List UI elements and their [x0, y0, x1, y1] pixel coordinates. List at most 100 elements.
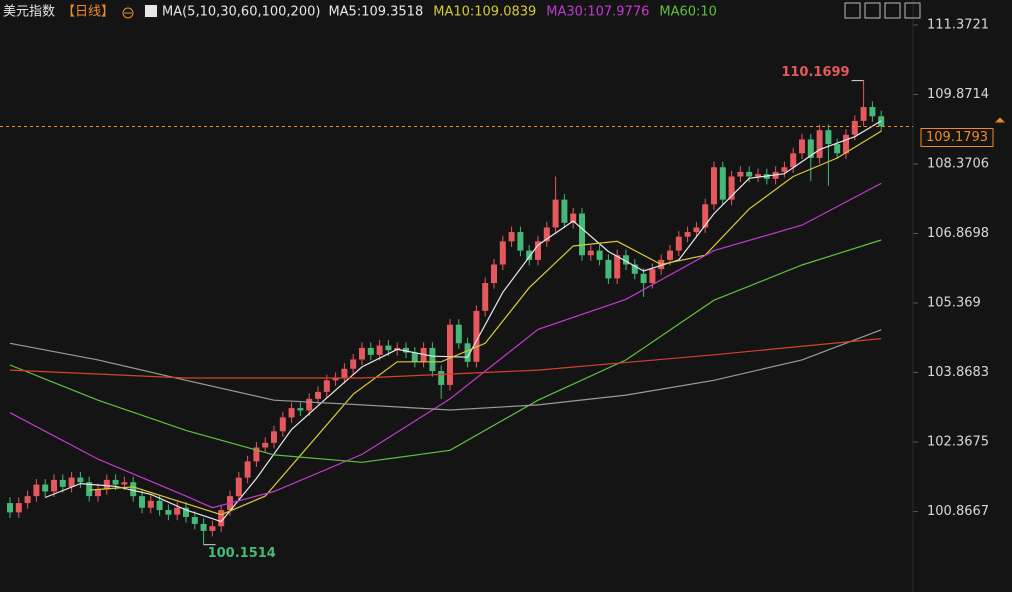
- candle-body: [33, 484, 40, 497]
- candle-body: [244, 461, 251, 478]
- tool-button[interactable]: [904, 2, 921, 19]
- ma-line: [89, 130, 882, 516]
- candle-body: [473, 310, 480, 362]
- high-label: 110.1699: [781, 65, 849, 80]
- y-tick-label: 109.8714: [927, 87, 989, 102]
- candle-body: [42, 484, 49, 492]
- candle-body: [631, 264, 638, 274]
- candle-body: [68, 477, 75, 487]
- candle-body: [7, 503, 13, 513]
- candle-body: [24, 496, 31, 504]
- candle-body: [271, 431, 277, 443]
- candle-body: [605, 259, 612, 279]
- candle-body: [851, 120, 858, 135]
- candle-body: [667, 250, 673, 260]
- candle-body: [737, 171, 744, 177]
- candle-body: [174, 507, 181, 515]
- tool-button[interactable]: [844, 2, 861, 19]
- y-tick-label: 108.3706: [927, 156, 989, 171]
- candle-body: [376, 345, 383, 355]
- tool-button[interactable]: [884, 2, 901, 19]
- candle-body: [438, 371, 445, 385]
- header: 美元指数 【日线】 MA(5,10,30,60,100,200): [3, 5, 320, 20]
- ma-line: [9, 338, 882, 379]
- candle-body: [367, 347, 374, 355]
- candle-body: [288, 408, 295, 418]
- y-tick-label: 100.8667: [927, 504, 989, 519]
- candle-body: [429, 347, 436, 372]
- period[interactable]: 【日线】: [62, 5, 114, 20]
- candle-body: [156, 500, 163, 511]
- candle-body: [385, 345, 392, 351]
- candle-body: [139, 496, 145, 508]
- candle-body: [843, 134, 849, 154]
- candle-body: [755, 174, 761, 177]
- last-price-marker: [995, 117, 1005, 123]
- candle-body: [499, 241, 506, 265]
- candle-body: [121, 482, 128, 485]
- candle-body: [15, 503, 22, 513]
- candle-body: [112, 479, 119, 485]
- candle-body: [579, 213, 585, 256]
- y-tick-label: 102.3675: [927, 435, 989, 450]
- toolbar: [844, 2, 921, 19]
- candle-body: [130, 482, 137, 497]
- legend-entry: MA5:109.3518: [328, 5, 423, 20]
- indicator: MA(5,10,30,60,100,200): [162, 5, 320, 20]
- y-tick-label: 111.3721: [927, 17, 989, 32]
- candle-body: [183, 507, 189, 517]
- candle-body: [482, 283, 489, 311]
- candle-body: [684, 232, 691, 237]
- candle-body: [675, 236, 682, 251]
- candle-body: [59, 479, 66, 487]
- legend-entry: MA10:109.0839: [433, 5, 536, 20]
- candle-body: [596, 250, 603, 260]
- candle-body: [95, 489, 101, 497]
- candle-body: [147, 500, 154, 508]
- candle-body: [807, 139, 814, 158]
- legend-entry: MA30:107.9776: [546, 5, 649, 20]
- candle-body: [350, 359, 357, 369]
- candle-body: [191, 516, 198, 524]
- candle-body: [77, 477, 84, 483]
- candle-body: [640, 273, 647, 284]
- candle-body: [649, 269, 656, 284]
- candle-body: [526, 250, 533, 260]
- candle-body: [51, 479, 57, 492]
- candle-body: [543, 227, 550, 242]
- candle-body: [781, 167, 788, 172]
- indicator-icon[interactable]: [145, 5, 157, 17]
- candle-body: [297, 408, 304, 411]
- candle-body: [746, 171, 753, 177]
- candle-body: [834, 144, 841, 154]
- candle-body: [570, 213, 577, 223]
- low-label: 100.1514: [208, 546, 276, 561]
- candle-body: [790, 153, 797, 168]
- candle-body: [253, 447, 260, 462]
- candle-body: [464, 343, 471, 362]
- candle-body: [165, 510, 172, 515]
- candle-body: [491, 264, 497, 284]
- candle-body: [209, 526, 216, 531]
- candle-body: [218, 510, 225, 527]
- settings-icon[interactable]: [122, 7, 134, 19]
- candle-body: [561, 199, 568, 223]
- candle-body: [262, 442, 269, 448]
- legend-entry: MA60:10: [659, 5, 717, 20]
- tool-button[interactable]: [864, 2, 881, 19]
- candle-body: [860, 107, 867, 121]
- ma-line: [9, 239, 882, 463]
- candle-body: [279, 417, 286, 432]
- candle-body: [86, 482, 93, 497]
- candle-body: [517, 232, 524, 251]
- candle-body: [623, 255, 629, 265]
- candle-body: [587, 250, 594, 256]
- candle-body: [508, 232, 515, 242]
- y-tick-label: 106.8698: [927, 226, 989, 241]
- candle-body: [719, 167, 726, 200]
- candle-body: [816, 130, 823, 158]
- candle-body: [403, 347, 409, 353]
- candle-body: [411, 352, 418, 362]
- candle-body: [200, 523, 207, 531]
